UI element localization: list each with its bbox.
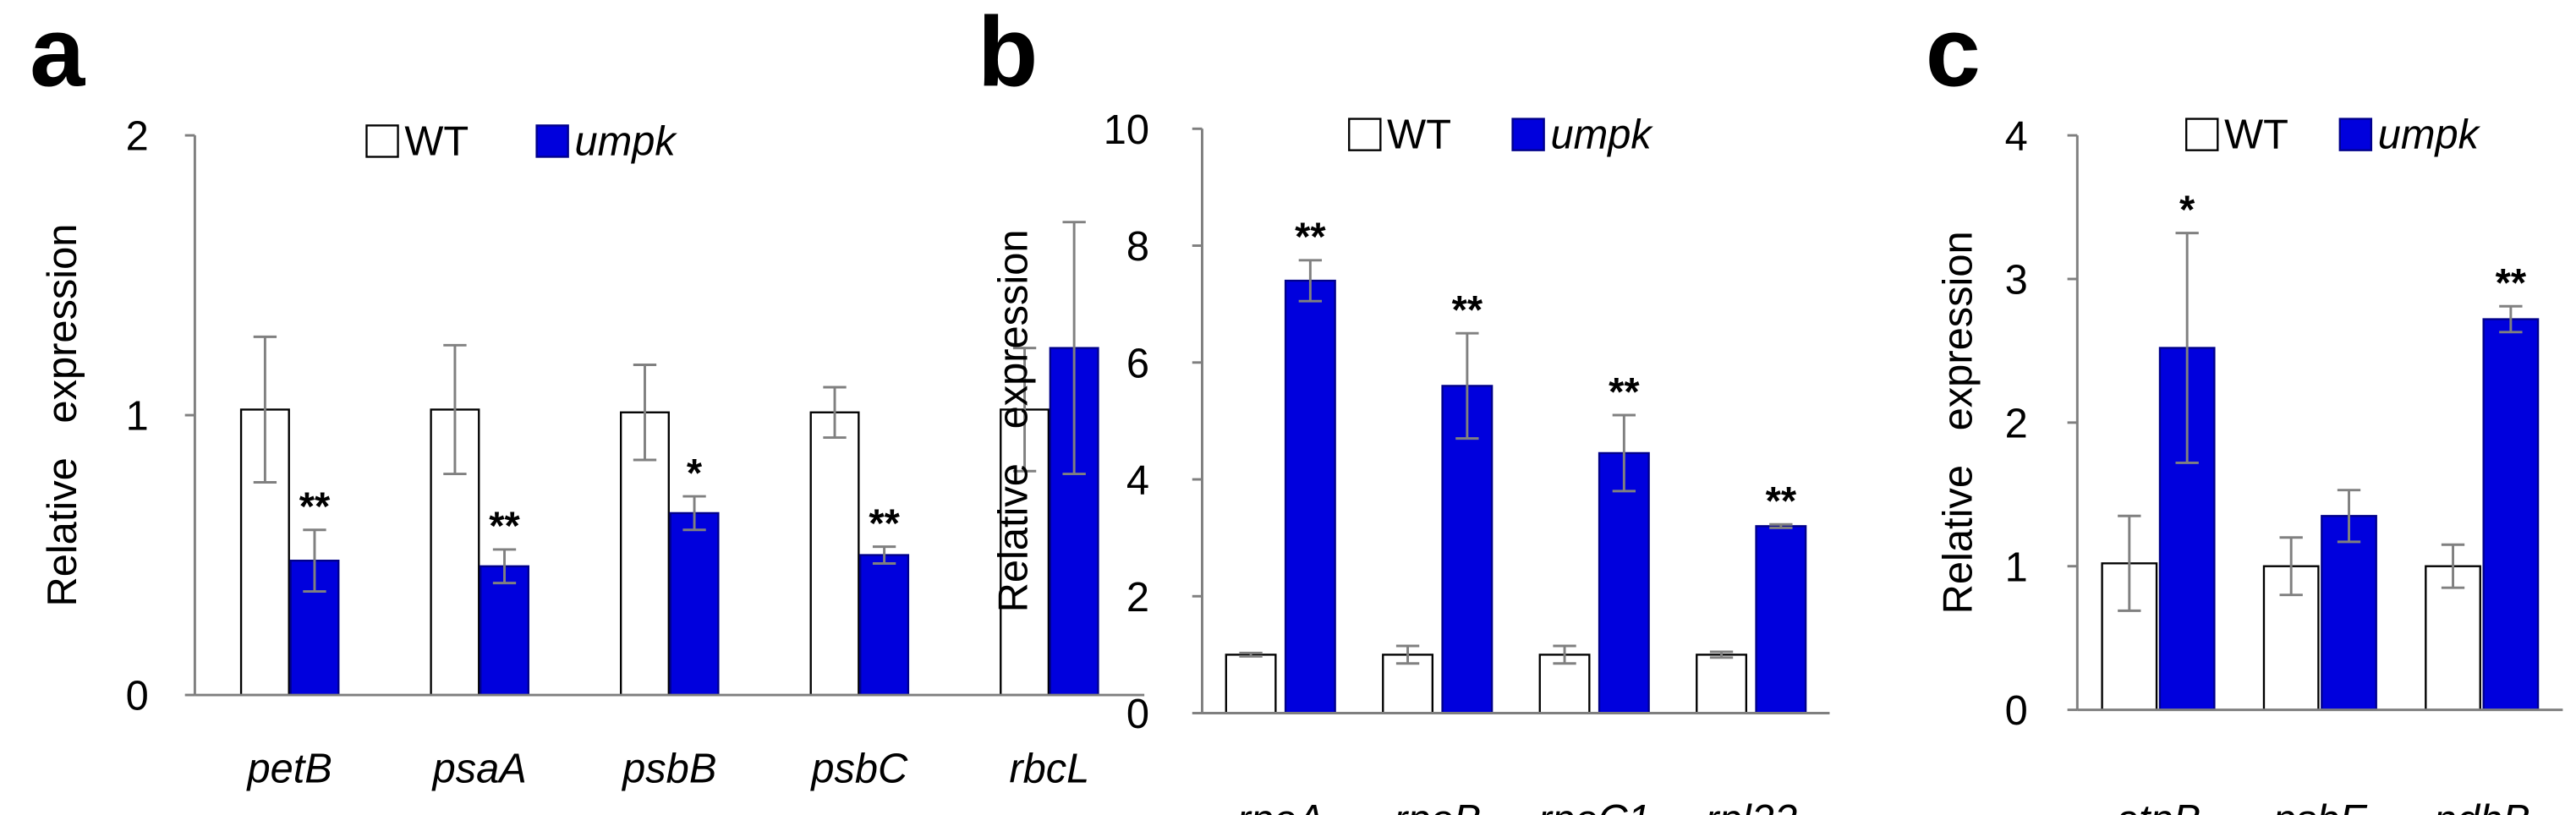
significance-mark: ** xyxy=(1766,479,1797,523)
bar-umpk-rpl23 xyxy=(1755,525,1807,714)
panel-letter: b xyxy=(978,0,1039,107)
category-label: atpB xyxy=(2116,797,2201,815)
category-label: rpoA xyxy=(1237,797,1324,815)
significance-mark: * xyxy=(2179,188,2195,232)
legend-swatch-umpk xyxy=(1511,118,1545,151)
y-tick-label: 2 xyxy=(2005,401,2028,446)
y-axis-label: Relative expression xyxy=(1935,231,1981,614)
significance-mark: ** xyxy=(1452,288,1483,332)
legend-label-umpk: umpk xyxy=(574,119,677,165)
category-label: psaA xyxy=(431,747,527,792)
bar-umpk-psbE xyxy=(2321,515,2377,711)
y-tick-label: 2 xyxy=(1126,575,1149,621)
bar-umpk-rpoC1 xyxy=(1598,451,1650,714)
panel-c: c 0 1 2 3 4 Relative expression * atpB psbE ** ndhB… xyxy=(1926,0,2563,815)
category-label: rpl23 xyxy=(1705,797,1797,815)
category-label: rpoB xyxy=(1394,797,1481,815)
legend: WT umpk xyxy=(365,119,677,165)
legend-swatch-umpk xyxy=(535,124,569,158)
significance-mark: ** xyxy=(489,504,520,548)
bar-umpk-psbC xyxy=(859,554,910,697)
panel-letter: c xyxy=(1926,0,1981,107)
y-axis-label: Relative expression xyxy=(40,224,85,607)
legend-swatch-wt xyxy=(2185,118,2219,151)
y-tick-label: 4 xyxy=(1126,458,1149,504)
category-label: psbB xyxy=(621,747,716,792)
panel-b: b 0 2 4 6 8 10 Relative expression ** rpoA ** rpoB *… xyxy=(978,0,1830,815)
legend-label-wt: WT xyxy=(404,119,469,165)
legend: WT umpk xyxy=(2185,112,2481,158)
legend-label-umpk: umpk xyxy=(2378,112,2481,158)
y-tick-label: 4 xyxy=(2005,114,2028,160)
category-label: psbC xyxy=(809,747,908,792)
y-tick-label: 10 xyxy=(1104,107,1149,153)
legend-swatch-wt xyxy=(365,124,399,158)
legend-swatch-umpk xyxy=(2338,118,2373,151)
significance-mark: ** xyxy=(1295,215,1326,259)
category-label: ndhB xyxy=(2434,797,2530,815)
y-tick-label: 3 xyxy=(2005,258,2028,304)
panel-letter: a xyxy=(30,0,85,107)
panel-a: a 0 1 2 Relative expression ** petB ** psaA * psbB… xyxy=(30,0,1145,792)
y-tick-label: 2 xyxy=(126,114,149,160)
bar-WT-psbC xyxy=(809,411,860,697)
category-label: petB xyxy=(245,747,332,792)
category-label: rbcL xyxy=(1009,747,1089,792)
legend-label-wt: WT xyxy=(2224,112,2288,158)
significance-mark: ** xyxy=(299,484,331,528)
y-tick-label: 8 xyxy=(1126,224,1149,270)
category-label: rpoC1 xyxy=(1538,797,1651,815)
significance-mark: ** xyxy=(869,501,900,545)
y-tick-label: 1 xyxy=(126,394,149,440)
legend-swatch-wt xyxy=(1348,118,1382,151)
y-tick-label: 0 xyxy=(1126,692,1149,737)
significance-mark: ** xyxy=(1609,369,1640,413)
bar-umpk-rpoA xyxy=(1284,279,1336,714)
y-tick-label: 1 xyxy=(2005,544,2028,590)
y-axis-label: Relative expression xyxy=(990,229,1036,612)
y-tick-label: 0 xyxy=(2005,688,2028,734)
legend: WT umpk xyxy=(1348,112,1653,158)
legend-label-wt: WT xyxy=(1387,112,1451,158)
significance-mark: ** xyxy=(2496,261,2527,305)
legend-label-umpk: umpk xyxy=(1550,112,1653,158)
bar-WT-rpl23 xyxy=(1696,654,1748,714)
bar-umpk-ndhB xyxy=(2482,318,2540,711)
y-tick-label: 0 xyxy=(126,674,149,719)
bar-umpk-psaA xyxy=(480,565,529,697)
bar-umpk-psbB xyxy=(669,511,720,697)
significance-mark: * xyxy=(687,451,703,495)
y-tick-label: 6 xyxy=(1126,341,1149,386)
bar-umpk-rpoB xyxy=(1441,385,1494,714)
bar-WT-rpoA xyxy=(1225,654,1277,714)
category-label: psbE xyxy=(2272,797,2368,815)
